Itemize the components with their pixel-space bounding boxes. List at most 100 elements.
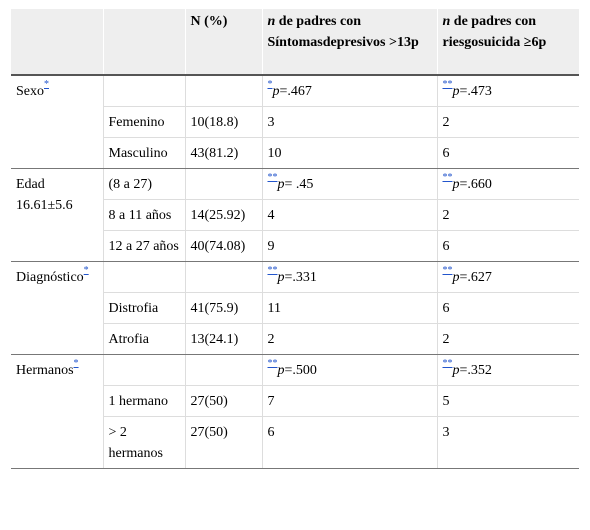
count-value: 6 [442, 301, 450, 316]
p-value: =.467 [279, 84, 312, 99]
depressive-cell: **p=.500 [261, 354, 437, 386]
variable-name: Hermanos [16, 363, 74, 378]
suicide-risk-cell: **p=.627 [436, 261, 579, 293]
category-cell [102, 75, 185, 107]
count-value: 6 [267, 425, 275, 440]
header-depressive-text: de padres con Síntomasdepresivos >13p [267, 14, 419, 50]
n-percent-cell: 10(18.8) [184, 106, 262, 138]
count-value: 2 [442, 208, 450, 223]
depressive-cell: 4 [261, 199, 437, 231]
variable-label: Hermanos* [11, 354, 103, 469]
suicide-risk-cell: 2 [436, 323, 579, 355]
count-value: 10 [267, 146, 282, 161]
table-row: Diagnóstico* **p=.331 **p=.627 [11, 261, 579, 355]
n-percent-cell: 40(74.08) [184, 230, 262, 262]
category-cell: Distrofia [102, 292, 185, 324]
variable-label: Diagnóstico* [11, 261, 103, 355]
count-value: 6 [442, 146, 450, 161]
p-value: =.627 [459, 270, 492, 285]
footnote-mark[interactable]: ** [267, 172, 278, 184]
suicide-risk-cell: 6 [436, 230, 579, 262]
suicide-risk-cell: 2 [436, 199, 579, 231]
n-percent-cell [184, 75, 262, 107]
depressive-cell: *p=.467 [261, 75, 437, 107]
n-percent-cell [184, 168, 262, 200]
count-value: 5 [442, 394, 450, 409]
variable-label: Sexo* [11, 75, 103, 169]
footnote-mark[interactable]: * [44, 79, 49, 91]
category-cell [102, 354, 185, 386]
table-row: Atrofia 13(24.1) 2 2 [11, 323, 579, 355]
table-row: Sexo* *p=.467 **p=.473 [11, 75, 579, 169]
footnote-mark[interactable]: ** [267, 358, 278, 370]
category-cell: (8 a 27) [102, 168, 185, 200]
footnote-mark[interactable]: ** [442, 358, 453, 370]
header-category [102, 9, 185, 75]
footnote-mark[interactable]: ** [267, 265, 278, 277]
depressive-cell: **p=.331 [261, 261, 437, 293]
category-cell: 1 hermano [102, 385, 185, 417]
variable-name: Edad [16, 177, 45, 192]
table-row: Edad 16.61±5.6 (8 a 27) **p= .45 **p=.660 [11, 168, 579, 262]
table-header-row: N (%) n de padres con Síntomasdepresivos… [11, 9, 579, 75]
variable-name: Sexo [16, 84, 44, 99]
category-cell: 12 a 27 años [102, 230, 185, 262]
p-symbol: p [452, 363, 460, 378]
table-row: Hermanos* **p=.500 **p=.352 [11, 354, 579, 469]
footnote-mark[interactable]: * [267, 79, 273, 91]
depressive-cell: **p= .45 [261, 168, 437, 200]
suicide-risk-cell: 5 [436, 385, 579, 417]
count-value: 11 [267, 301, 281, 316]
footnote-mark[interactable]: * [73, 358, 79, 370]
depressive-cell: 9 [261, 230, 437, 262]
n-percent-cell: 14(25.92) [184, 199, 262, 231]
count-value: 3 [267, 115, 275, 130]
n-percent-cell: 27(50) [184, 416, 262, 469]
p-value: =.660 [459, 177, 492, 192]
table-row: Distrofia 41(75.9) 11 6 [11, 292, 579, 324]
header-suicide-text: de padres con riesgosuicida ≥6p [442, 14, 547, 50]
p-symbol: p [452, 177, 460, 192]
category-cell: Atrofia [102, 323, 185, 355]
footnote-mark[interactable]: ** [442, 265, 453, 277]
footnote-mark[interactable]: ** [442, 79, 453, 91]
category-cell [102, 261, 185, 293]
suicide-risk-cell: **p=.473 [436, 75, 579, 107]
table-body: Sexo* *p=.467 **p=.473 Femenino 10(18.8) 3 2 Ma… [11, 75, 579, 469]
n-percent-cell: 43(81.2) [184, 137, 262, 169]
header-suicide-n: n [442, 14, 451, 29]
depressive-cell: 7 [261, 385, 437, 417]
category-cell: Femenino [102, 106, 185, 138]
count-value: 3 [442, 425, 450, 440]
table-row: > 2 hermanos 27(50) 6 3 [11, 416, 579, 469]
header-depressive: n de padres con Síntomasdepresivos >13p [261, 9, 437, 75]
footnote-mark[interactable]: ** [442, 172, 453, 184]
depressive-cell: 11 [261, 292, 437, 324]
count-value: 4 [267, 208, 275, 223]
depressive-cell: 2 [261, 323, 437, 355]
n-percent-cell: 41(75.9) [184, 292, 262, 324]
header-n-percent: N (%) [184, 9, 262, 75]
count-value: 2 [267, 332, 275, 347]
n-percent-cell [184, 261, 262, 293]
p-value: =.331 [284, 270, 317, 285]
p-value: =.500 [284, 363, 317, 378]
header-depressive-n: n [267, 14, 276, 29]
suicide-risk-cell: **p=.352 [436, 354, 579, 386]
suicide-risk-cell: 6 [436, 137, 579, 169]
count-value: 2 [442, 115, 450, 130]
suicide-risk-cell: 3 [436, 416, 579, 469]
footnote-mark[interactable]: * [83, 265, 89, 277]
p-symbol: p [277, 270, 285, 285]
n-percent-cell [184, 354, 262, 386]
results-table: N (%) n de padres con Síntomasdepresivos… [11, 9, 579, 469]
table-row: Femenino 10(18.8) 3 2 [11, 106, 579, 138]
suicide-risk-cell: 6 [436, 292, 579, 324]
p-symbol: p [452, 84, 460, 99]
variable-name: Diagnóstico [16, 270, 84, 285]
suicide-risk-cell: 2 [436, 106, 579, 138]
table-row: Masculino 43(81.2) 10 6 [11, 137, 579, 169]
p-symbol: p [277, 363, 285, 378]
variable-stat: 16.61±5.6 [16, 198, 73, 213]
p-value: = .45 [284, 177, 314, 192]
